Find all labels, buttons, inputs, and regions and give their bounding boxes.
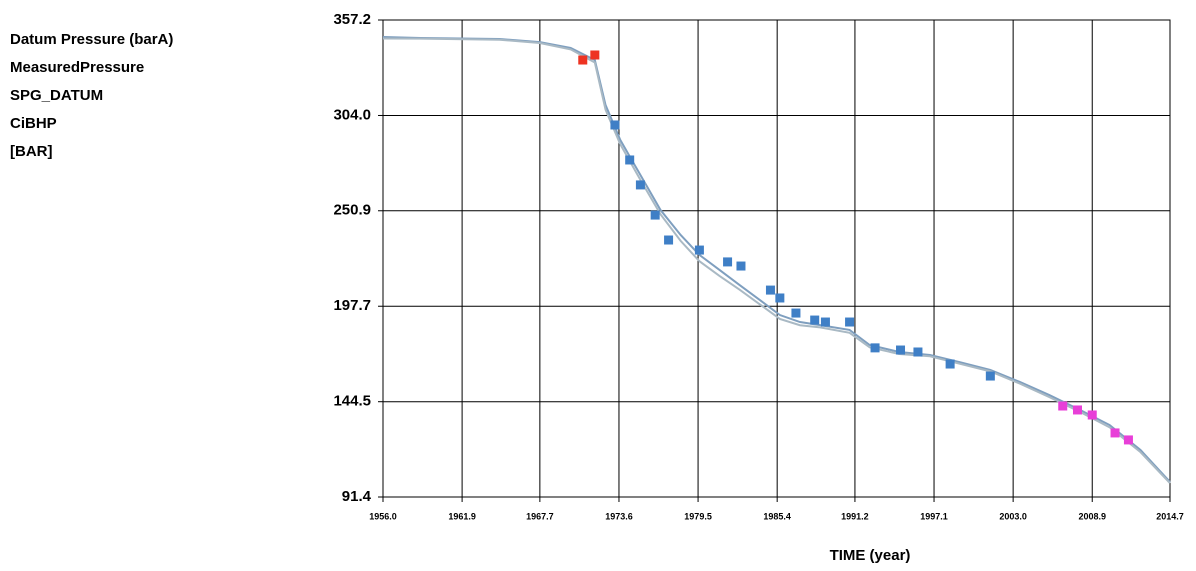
x-tick-label: 1997.1 <box>920 511 948 521</box>
x-tick-label: 1973.6 <box>605 511 633 521</box>
y-tick-label: 304.0 <box>333 106 371 123</box>
measured-point <box>635 180 645 190</box>
measured-point <box>736 261 746 271</box>
x-tick-label: 1967.7 <box>526 511 554 521</box>
x-tick-label: 2008.9 <box>1078 511 1106 521</box>
measured-point <box>1087 410 1097 420</box>
plot-frame <box>382 19 1171 498</box>
left-label: SPG_DATUM <box>10 87 103 104</box>
measured-point <box>845 317 855 327</box>
measured-point <box>610 120 620 130</box>
measured-point <box>913 347 923 357</box>
x-tick-label: 1991.2 <box>841 511 869 521</box>
series-line <box>382 37 1171 484</box>
x-tick-label: 2003.0 <box>999 511 1027 521</box>
y-tick-label: 197.7 <box>333 297 371 314</box>
x-tick-label: 1985.4 <box>763 511 791 521</box>
x-tick-label: 2014.7 <box>1156 511 1184 521</box>
left-label: MeasuredPressure <box>10 59 144 76</box>
measured-point <box>650 210 660 220</box>
measured-point <box>896 345 906 355</box>
y-tick-label: 144.5 <box>333 393 371 410</box>
left-label: Datum Pressure (barA) <box>10 31 173 48</box>
measured-point <box>1123 435 1133 445</box>
x-tick-label: 1979.5 <box>684 511 712 521</box>
y-tick-label: 357.2 <box>333 11 371 28</box>
measured-point <box>791 308 801 318</box>
measured-point <box>664 235 674 245</box>
measured-point <box>1110 428 1120 438</box>
measured-point <box>578 55 588 65</box>
measured-point <box>870 343 880 353</box>
measured-point <box>945 359 955 369</box>
x-tick-label: 1956.0 <box>369 511 397 521</box>
measured-point <box>985 371 995 381</box>
x-tick-label: 1961.9 <box>448 511 476 521</box>
x-axis-label: TIME (year) <box>830 547 911 564</box>
left-label: [BAR] <box>10 143 53 160</box>
measured-point <box>765 285 775 295</box>
measured-point <box>723 257 733 267</box>
measured-point <box>1072 405 1082 415</box>
measured-point <box>810 315 820 325</box>
y-tick-label: 250.9 <box>333 202 371 219</box>
left-label: CiBHP <box>10 115 57 132</box>
measured-point <box>820 317 830 327</box>
measured-point <box>694 245 704 255</box>
measured-point <box>1058 401 1068 411</box>
measured-point <box>590 50 600 60</box>
y-tick-label: 91.4 <box>342 488 372 505</box>
measured-point <box>775 293 785 303</box>
measured-point <box>625 155 635 165</box>
